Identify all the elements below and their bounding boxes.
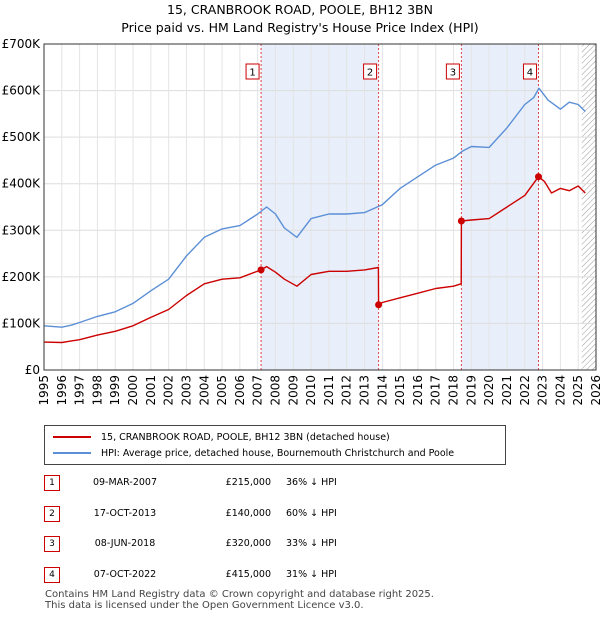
hpi-difference: 60% ↓ HPI [286,507,337,519]
x-tick-label: 2008 [268,375,282,406]
x-tick-label: 1998 [90,375,104,406]
x-tick-label: 2019 [464,375,478,406]
x-tick-label: 1997 [73,375,87,406]
y-tick-label: £0 [25,363,40,377]
x-tick-label: 2014 [375,375,389,406]
y-tick-label: £600K [2,84,42,98]
x-tick-label: 2003 [179,375,193,406]
forecast-hatch [581,44,596,370]
table-row: 3 08-JUN-2018 £320,000 33% ↓ HPI [44,535,384,566]
x-tick-label: 2022 [518,375,532,406]
marker-badge: 4 [44,567,60,584]
x-tick-label: 2023 [536,375,550,406]
legend-item-hpi: HPI: Average price, detached house, Bour… [53,445,454,461]
sale-label: 4 [527,68,533,79]
x-tick-label: 2025 [571,375,585,406]
x-tick-label: 1995 [37,375,51,406]
x-tick-label: 2000 [126,375,140,406]
y-tick-label: £400K [2,177,42,191]
x-tick-label: 2020 [482,375,496,406]
series-line [43,176,586,344]
sale-label: 2 [367,68,373,79]
marker-badge: 2 [44,505,60,522]
x-tick-label: 2004 [197,375,211,406]
shaded-period [461,44,539,370]
table-row: 4 07-OCT-2022 £415,000 31% ↓ HPI [44,566,384,597]
sale-label-box [522,63,537,80]
x-tick-label: 2007 [251,375,265,406]
transactions-table: 1 09-MAR-2007 £215,000 36% ↓ HPI 2 17-OC… [44,474,384,597]
plot-frame [43,43,597,371]
sale-price: £140,000 [225,507,271,519]
table-row: 1 09-MAR-2007 £215,000 36% ↓ HPI [44,474,384,505]
sale-point [375,301,383,309]
legend-swatch-property [53,436,91,438]
y-tick-label: £500K [2,130,42,144]
marker-badge: 1 [44,475,60,491]
price-chart: 15, CRANBROOK ROAD, POOLE, BH12 3BN Pric… [2,2,600,406]
x-tick-label: 1996 [55,375,69,406]
footer-licence: This data is licensed under the Open Gov… [45,600,364,611]
y-tick-label: £200K [2,270,42,284]
sale-label-box [363,63,378,80]
x-tick-label: 2015 [393,375,407,406]
hpi-difference: 36% ↓ HPI [286,477,337,488]
sale-date: 08-JUN-2018 [94,538,156,550]
x-tick-label: 2026 [589,375,600,406]
shaded-period [261,44,379,370]
x-tick-label: 2021 [500,375,514,406]
x-tick-label: 2012 [340,375,354,406]
footer: Contains HM Land Registry data © Crown c… [45,589,434,611]
table-row: 2 17-OCT-2013 £140,000 60% ↓ HPI [44,505,384,536]
sale-point [534,173,542,181]
sale-label: 3 [450,68,456,79]
chart-title: 15, CRANBROOK ROAD, POOLE, BH12 3BN [167,2,433,17]
legend-label-hpi: HPI: Average price, detached house, Bour… [101,447,455,459]
sale-date: 07-OCT-2022 [93,569,157,581]
x-tick-label: 2013 [358,375,372,406]
legend-item-property: 15, CRANBROOK ROAD, POOLE, BH12 3BN (det… [53,429,390,445]
sale-price: £415,000 [225,569,271,581]
x-tick-label: 2002 [162,375,176,406]
hpi-difference: 31% ↓ HPI [286,569,337,581]
sale-date: 09-MAR-2007 [92,477,158,488]
y-tick-label: £100K [2,316,42,330]
x-tick-label: 2018 [447,375,461,406]
series-line [43,87,586,328]
sale-label-box [245,63,260,80]
sale-point [257,266,265,274]
x-tick-label: 2010 [304,375,318,406]
hpi-difference: 33% ↓ HPI [286,538,337,550]
sale-label-box [445,63,460,80]
x-tick-label: 2001 [144,375,158,406]
x-tick-label: 2009 [286,375,300,406]
legend-label-property: 15, CRANBROOK ROAD, POOLE, BH12 3BN (det… [101,431,390,443]
legend: 15, CRANBROOK ROAD, POOLE, BH12 3BN (det… [44,425,506,465]
chart-subtitle: Price paid vs. HM Land Registry's House … [121,20,478,35]
sale-date: 17-OCT-2013 [93,507,157,519]
x-tick-label: 2024 [553,375,567,406]
x-tick-label: 2016 [411,375,425,406]
marker-badge: 3 [44,536,60,553]
footer-copyright: Contains HM Land Registry data © Crown c… [45,589,434,600]
sale-point [457,217,465,225]
x-tick-label: 2006 [233,375,247,406]
y-tick-label: £700K [2,37,42,51]
sale-price: £215,000 [225,477,271,488]
x-tick-label: 2005 [215,375,229,406]
x-tick-label: 2017 [429,375,443,406]
x-tick-label: 1999 [108,375,122,406]
x-tick-label: 2011 [322,375,336,406]
sale-price: £320,000 [225,538,271,550]
y-tick-label: £300K [2,223,42,237]
sale-label: 1 [249,68,255,79]
legend-swatch-hpi [53,452,91,454]
